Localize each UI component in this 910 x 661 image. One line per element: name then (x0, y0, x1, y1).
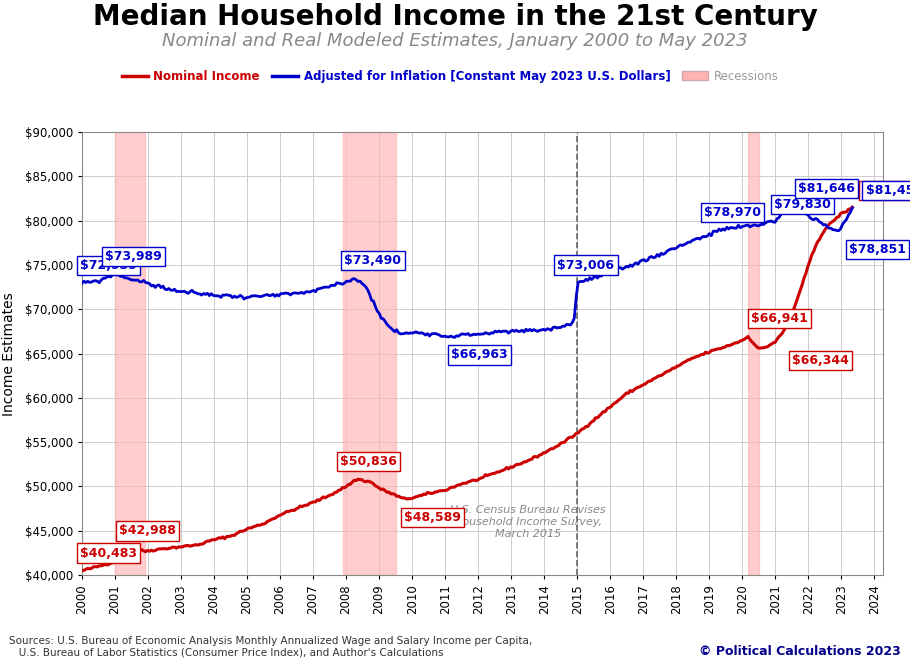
Text: $78,851: $78,851 (849, 243, 905, 256)
Text: U.S. Census Bureau Revises
Household Income Survey,
March 2015: U.S. Census Bureau Revises Household Inc… (450, 505, 605, 539)
Bar (343, 132, 396, 575)
Bar (115, 132, 146, 575)
Text: $66,941: $66,941 (752, 312, 808, 325)
Text: $79,830: $79,830 (774, 198, 831, 211)
Text: $42,988: $42,988 (119, 524, 176, 537)
Text: $81,454: $81,454 (863, 184, 910, 197)
Text: Median Household Income in the 21st Century: Median Household Income in the 21st Cent… (93, 3, 817, 31)
Legend: Nominal Income, Adjusted for Inflation [Constant May 2023 U.S. Dollars], Recessi: Nominal Income, Adjusted for Inflation [… (116, 65, 784, 87)
Bar (748, 132, 759, 575)
Text: $50,836: $50,836 (340, 455, 398, 468)
Text: $66,963: $66,963 (450, 348, 508, 362)
Text: $48,589: $48,589 (404, 511, 460, 524)
Text: Sources: U.S. Bureau of Economic Analysis Monthly Annualized Wage and Salary Inc: Sources: U.S. Bureau of Economic Analysi… (9, 636, 532, 658)
Text: $72,939: $72,939 (80, 259, 137, 272)
Text: © Political Calculations 2023: © Political Calculations 2023 (699, 644, 901, 658)
Y-axis label: Income Estimates: Income Estimates (3, 292, 16, 416)
Text: $81,454: $81,454 (865, 184, 910, 197)
Text: $73,490: $73,490 (344, 254, 401, 267)
Text: $73,989: $73,989 (105, 250, 162, 263)
Text: $78,970: $78,970 (703, 206, 761, 219)
Text: Nominal and Real Modeled Estimates, January 2000 to May 2023: Nominal and Real Modeled Estimates, Janu… (162, 32, 748, 50)
Text: $73,006: $73,006 (558, 258, 614, 272)
Text: $81,646: $81,646 (798, 182, 855, 195)
Text: $66,344: $66,344 (792, 354, 849, 367)
Text: $40,483: $40,483 (80, 547, 137, 560)
